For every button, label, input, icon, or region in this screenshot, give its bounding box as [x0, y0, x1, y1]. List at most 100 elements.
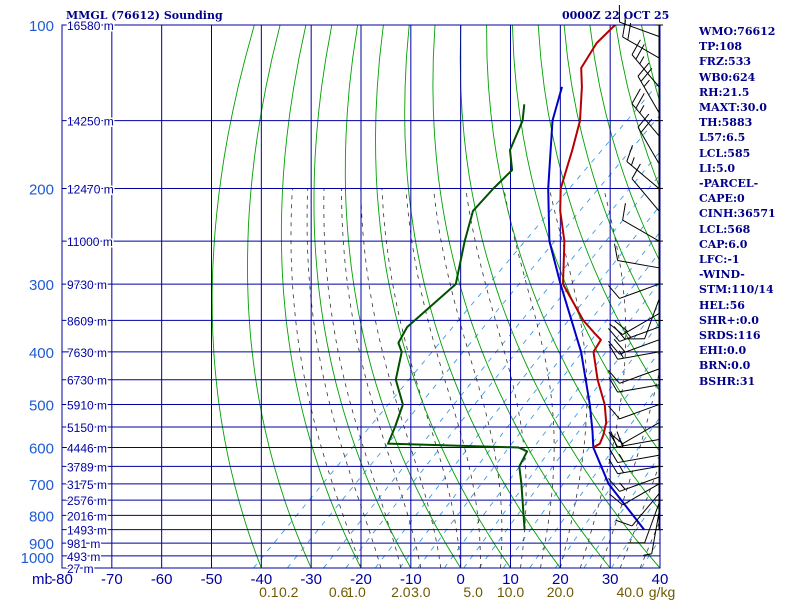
wind-barb	[608, 476, 660, 492]
wind-barb-staff	[622, 422, 660, 445]
pressure-label: 100	[29, 18, 54, 35]
wind-barb-flag	[613, 338, 626, 353]
temperature-tick-label: -80	[51, 571, 73, 588]
stat-item: CINH:36571	[699, 207, 776, 221]
dry-adiabat	[344, 25, 462, 568]
height-label: 8609 m	[67, 314, 107, 328]
wind-barb-staff	[619, 326, 660, 342]
height-label: 493 m	[67, 550, 100, 564]
stat-item: L57:6.5	[699, 131, 746, 145]
wind-barb	[609, 483, 660, 506]
stat-item: STM:110/14	[699, 283, 774, 297]
wind-barb-staff	[622, 36, 660, 59]
wind-barb	[608, 404, 660, 420]
wind-barb	[626, 145, 660, 189]
wind-barb-flag	[609, 493, 623, 506]
wind-barb-flag	[624, 330, 632, 338]
wind-barb-flag	[640, 118, 653, 133]
wind-barb-flag	[618, 465, 624, 473]
temperature-tick-label: -40	[250, 571, 272, 588]
wind-barb-flag	[610, 431, 618, 448]
height-label: 14250 m	[67, 115, 114, 129]
moist-adiabat	[579, 188, 627, 568]
height-label: 3175 m	[67, 478, 107, 492]
height-label: 16580 m	[67, 19, 114, 33]
wind-barb-flag	[614, 243, 619, 261]
pressure-label: 600	[29, 441, 54, 458]
mixing-ratio-label: 2.0	[391, 584, 411, 600]
wind-barb-flag	[631, 163, 641, 180]
wind-barb-staff	[617, 351, 660, 360]
wind-barb	[608, 326, 660, 342]
stat-item: SRDS:116	[699, 329, 761, 343]
pressure-label: 700	[29, 477, 54, 494]
stat-item: LI:5.0	[699, 161, 736, 175]
wind-barb	[608, 283, 660, 299]
station-title: MMGL (76612) Sounding	[66, 9, 223, 22]
parcel-trace	[547, 86, 645, 531]
dry-adiabat	[404, 25, 561, 568]
stat-item: LCL:568	[699, 222, 751, 236]
wind-barb-flag	[616, 431, 624, 448]
moist-adiabat	[619, 462, 660, 568]
mixing-ratio-label: 10.0	[497, 584, 524, 600]
mixing-ratio-line	[253, 81, 660, 568]
dry-adiabat	[486, 25, 660, 512]
wind-barb	[631, 39, 660, 88]
wind-barb-staff	[619, 368, 660, 384]
mixing-ratio-line	[286, 114, 660, 568]
height-label: 11000 m	[67, 235, 113, 249]
temperature-tick-label: -30	[300, 571, 322, 588]
height-label: 4446 m	[67, 442, 107, 456]
moist-adiabat	[360, 188, 442, 568]
moist-adiabat	[433, 188, 503, 568]
height-label: 3789 m	[67, 460, 107, 474]
height-label: 2576 m	[67, 494, 107, 508]
wind-barb-staff	[631, 103, 660, 137]
stat-item: RH:21.5	[699, 85, 750, 99]
wind-barb	[622, 203, 660, 242]
pressure-label: 200	[29, 181, 54, 198]
moist-adiabat	[503, 188, 555, 568]
wind-barb-flag	[643, 79, 650, 87]
stat-item: WB0:624	[699, 70, 756, 84]
wind-barb-staff	[631, 54, 660, 88]
wind-barb-staff	[644, 299, 660, 339]
mixing-ratio-label: 20.0	[547, 584, 574, 600]
stat-item: BRN:0.0	[699, 359, 751, 373]
wind-barb-flag	[613, 326, 626, 340]
pressure-label: 500	[29, 398, 54, 415]
height-label: 1493 m	[67, 524, 107, 538]
wind-barb-staff	[619, 21, 660, 37]
wind-barb-flag	[627, 23, 632, 41]
height-label: 7630 m	[67, 346, 107, 360]
stat-item: TH:5883	[699, 116, 753, 130]
wind-barb-flag	[630, 157, 635, 166]
pressure-label: 400	[29, 345, 54, 362]
mixing-ratio-label: 0.2	[279, 584, 299, 600]
wind-barb-flag	[635, 93, 645, 109]
wind-barb-flag	[626, 145, 633, 162]
wind-barb-flag	[637, 62, 650, 77]
dry-adiabat	[313, 25, 412, 568]
pressure-unit-label: mb	[32, 571, 53, 588]
wind-barb	[637, 62, 660, 113]
wind-barb	[614, 243, 660, 269]
wind-barb	[631, 163, 660, 212]
stat-item: LCL:585	[699, 146, 751, 160]
stat-item: -PARCEL-	[699, 177, 759, 191]
wind-barb	[608, 338, 660, 355]
wind-barb-staff	[631, 493, 660, 527]
wind-barb-flag	[618, 453, 624, 462]
wind-barb-flag	[639, 105, 645, 114]
temperature-tick-label: -70	[101, 571, 123, 588]
temperature-tick-label: 20	[552, 571, 569, 588]
wind-barb-flag	[640, 67, 653, 82]
temperature-trace	[559, 25, 616, 449]
stats-panel: WMO:76612 TP:108 FRZ:533 WB0:624 RH:21.5 MAXT…	[699, 24, 799, 389]
wind-barb	[631, 88, 660, 137]
wind-barb	[608, 368, 660, 384]
wind-barb-flag	[608, 377, 619, 393]
plot-frame	[61, 24, 661, 569]
